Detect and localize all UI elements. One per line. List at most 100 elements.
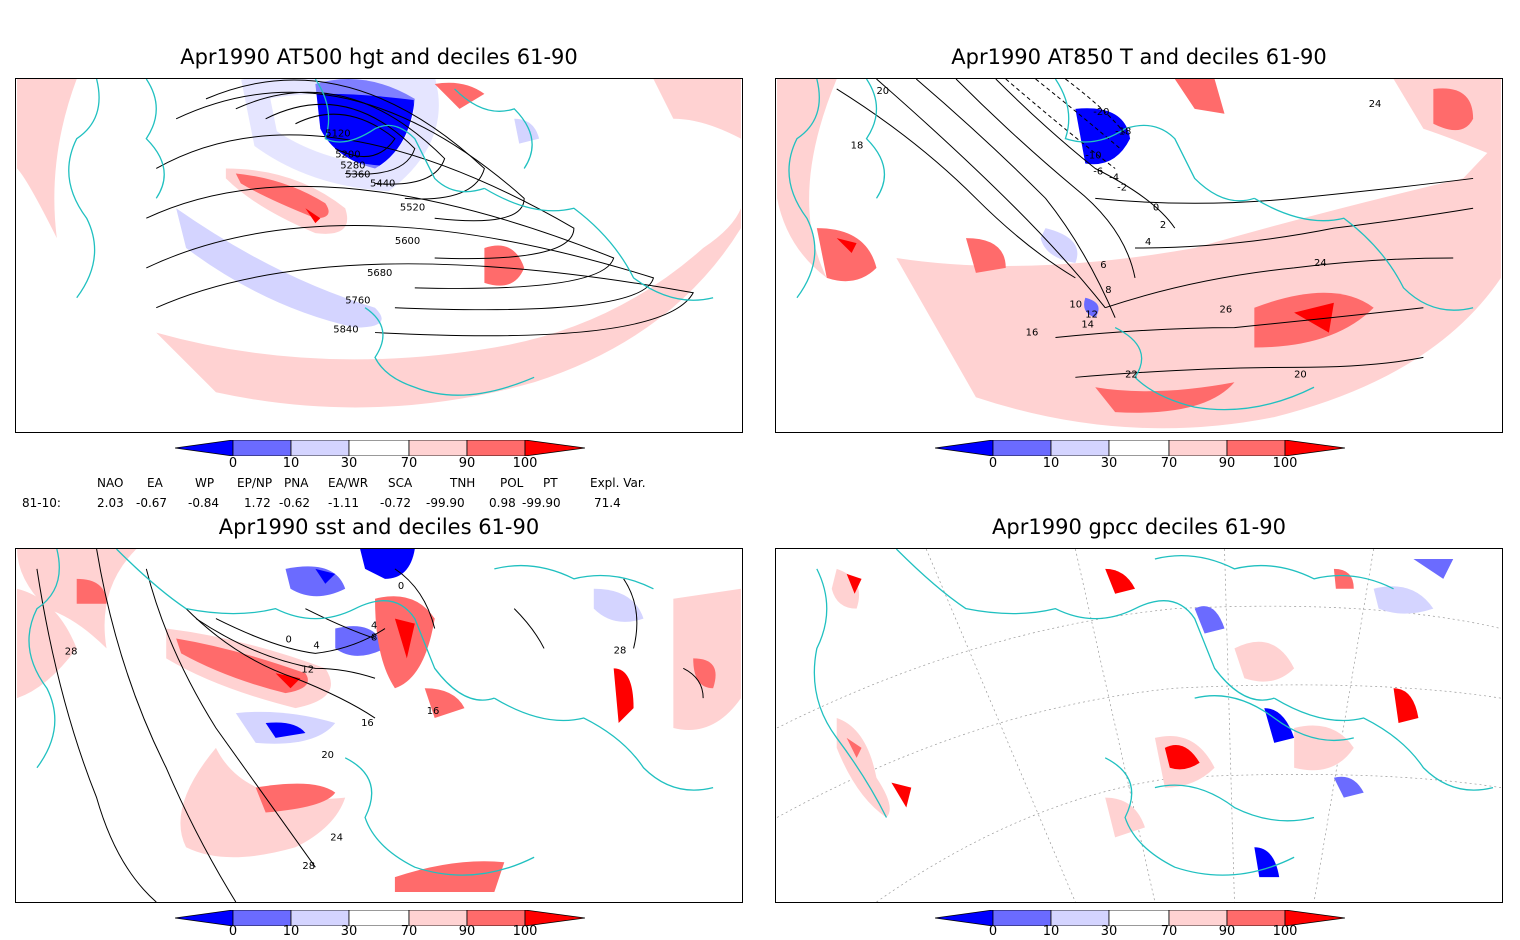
index-value: -0.67 — [136, 496, 168, 510]
contour-label: 20 — [321, 750, 334, 761]
index-value: -0.62 — [279, 496, 311, 510]
contour-label: 5840 — [333, 325, 358, 336]
contour-label: 0 — [286, 634, 292, 645]
contour-label: 10 — [1069, 300, 1082, 311]
contour-label: -4 — [1109, 172, 1119, 183]
contour-label: 14 — [1081, 320, 1094, 331]
colorbar-tick: 30 — [1100, 456, 1118, 471]
contour-label: 16 — [361, 718, 374, 729]
contour-label: 20 — [876, 86, 889, 97]
contour-label: 24 — [1369, 99, 1382, 110]
colorbar-tick: 0 — [988, 924, 998, 939]
colorbar-4-labels: 0 10 30 70 90 100 — [935, 924, 1345, 940]
colorbar-tick: 10 — [282, 456, 300, 471]
colorbar-tick: 70 — [400, 924, 418, 939]
map-at500-svg: 5120 5200 5280 5360 5440 5520 5600 5680 … — [17, 79, 741, 432]
contour-label: 12 — [301, 664, 314, 675]
colorbar-3 — [174, 909, 586, 927]
index-header: EA — [147, 476, 163, 490]
contour-label: 16 — [1026, 328, 1039, 339]
contour-label: 6 — [1100, 260, 1106, 271]
contour-label: 5280 — [340, 160, 365, 171]
contour-label: -2 — [1117, 182, 1127, 193]
colorbar-tick: 100 — [1272, 924, 1298, 939]
index-value: 0.98 — [489, 496, 516, 510]
colorbar-tick: 90 — [1218, 456, 1236, 471]
contour-label: 22 — [1125, 369, 1138, 380]
colorbar-tick: 30 — [340, 456, 358, 471]
colorbar-tick: 70 — [1160, 456, 1178, 471]
colorbar-tick: 90 — [458, 924, 476, 939]
contour-label: 0 — [1153, 202, 1159, 213]
index-value: 71.4 — [594, 496, 621, 510]
colorbar-1-labels: 0 10 30 70 90 100 — [175, 456, 585, 472]
index-header: TNH — [450, 476, 476, 490]
map-sst-svg: 0 0 4 4 8 12 16 16 20 24 28 28 28 — [17, 549, 741, 902]
contour-label: 24 — [330, 832, 343, 843]
index-value: -99.90 — [522, 496, 561, 510]
index-header: EP/NP — [237, 476, 273, 490]
contour-label: 5120 — [325, 129, 350, 140]
index-value: -1.11 — [328, 496, 360, 510]
map-panel-at500: 5120 5200 5280 5360 5440 5520 5600 5680 … — [15, 78, 743, 433]
colorbar-4 — [934, 909, 1346, 927]
map-at850-svg: -20 -18 -10 -6 -4 -2 0 2 4 6 8 10 12 14 … — [777, 79, 1501, 429]
contour-label: 5680 — [367, 268, 392, 279]
colorbar-2 — [934, 439, 1346, 457]
contour-label: 28 — [614, 645, 627, 656]
index-value: -0.72 — [380, 496, 412, 510]
colorbar-tick: 70 — [400, 456, 418, 471]
contour-label: 24 — [1314, 258, 1327, 269]
colorbar-tick: 10 — [1042, 924, 1060, 939]
map-panel-sst: 0 0 4 4 8 12 16 16 20 24 28 28 28 — [15, 548, 743, 903]
contour-label: 8 — [1105, 285, 1111, 296]
index-value: -99.90 — [426, 496, 465, 510]
colorbar-tick: 0 — [228, 924, 238, 939]
contour-label: 4 — [1145, 237, 1151, 248]
contour-label: 8 — [371, 632, 377, 643]
contour-label: 4 — [313, 640, 319, 651]
contour-label: 12 — [1085, 310, 1098, 321]
index-value: -0.84 — [188, 496, 220, 510]
colorbar-tick: 90 — [458, 456, 476, 471]
index-header: WP — [195, 476, 215, 490]
index-header: PNA — [284, 476, 309, 490]
index-header: NAO — [97, 476, 124, 490]
contour-label: 0 — [398, 581, 404, 592]
contour-label: -10 — [1085, 151, 1101, 162]
index-header: POL — [500, 476, 524, 490]
contour-label: 5440 — [370, 178, 395, 189]
contour-label: 18 — [851, 141, 864, 152]
contour-label: 4 — [371, 621, 377, 632]
colorbar-tick: 100 — [1272, 456, 1298, 471]
contour-label: 26 — [1220, 305, 1233, 316]
contour-label: 28 — [65, 646, 78, 657]
colorbar-1 — [174, 439, 586, 457]
colorbar-tick: 10 — [1042, 456, 1060, 471]
colorbar-tick: 0 — [988, 456, 998, 471]
map-gpcc-svg — [776, 549, 1502, 902]
panel-title-1: Apr1990 AT500 hgt and deciles 61-90 — [180, 45, 578, 69]
contour-label: 2 — [1160, 220, 1166, 231]
index-header: PT — [543, 476, 558, 490]
colorbar-tick: 30 — [340, 924, 358, 939]
panel-title-2: Apr1990 AT850 T and deciles 61-90 — [951, 45, 1327, 69]
contour-label: -6 — [1093, 166, 1103, 177]
colorbar-tick: 70 — [1160, 924, 1178, 939]
colorbar-tick: 100 — [512, 924, 538, 939]
map-panel-at850: -20 -18 -10 -6 -4 -2 0 2 4 6 8 10 12 14 … — [775, 78, 1503, 433]
teleconnection-index-table: NAO EA WP EP/NP PNA EA/WR SCA TNH POL PT… — [0, 474, 760, 514]
colorbar-tick: 10 — [282, 924, 300, 939]
index-header: SCA — [388, 476, 413, 490]
panel-title-3: Apr1990 sst and deciles 61-90 — [218, 515, 540, 539]
contour-label: 5600 — [395, 236, 420, 247]
map-panel-gpcc — [775, 548, 1503, 903]
contour-label: 5760 — [345, 296, 370, 307]
index-value: 2.03 — [97, 496, 124, 510]
contour-label: 5360 — [345, 169, 370, 180]
index-header: EA/WR — [328, 476, 369, 490]
contour-label: -18 — [1115, 127, 1131, 138]
colorbar-tick: 90 — [1218, 924, 1236, 939]
contour-label: 20 — [1294, 369, 1307, 380]
panel-title-4: Apr1990 gpcc deciles 61-90 — [992, 515, 1286, 539]
